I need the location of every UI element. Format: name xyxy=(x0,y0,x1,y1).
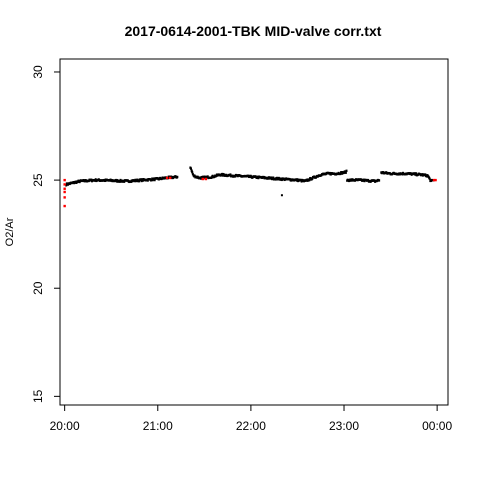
data-point xyxy=(300,178,303,182)
data-point xyxy=(339,172,342,176)
data-point xyxy=(378,179,381,182)
data-point xyxy=(280,178,283,182)
y-tick-label: 30 xyxy=(31,65,45,79)
chart-title: 2017-0614-2001-TBK MID-valve corr.txt xyxy=(125,23,382,39)
data-point xyxy=(309,176,312,180)
y-axis: 15 20 25 30 xyxy=(31,65,60,403)
data-point xyxy=(140,179,143,183)
flagged-point xyxy=(63,183,66,186)
data-point xyxy=(75,181,78,184)
data-point xyxy=(300,180,303,183)
data-point xyxy=(94,178,97,181)
data-point xyxy=(190,170,193,173)
data-point xyxy=(119,178,122,182)
data-point xyxy=(229,173,232,176)
data-point xyxy=(344,171,347,174)
flagged-point xyxy=(63,196,66,199)
flagged-point xyxy=(168,176,172,180)
data-point xyxy=(153,177,156,180)
data-point xyxy=(277,178,280,181)
y-tick-label: 15 xyxy=(31,389,45,403)
data-point xyxy=(311,177,314,180)
flagged-point xyxy=(434,178,437,182)
flagged-point xyxy=(432,178,436,182)
x-tick-label: 20:00 xyxy=(50,419,80,433)
data-point xyxy=(341,172,344,175)
data-point xyxy=(256,175,259,179)
x-tick-label: 00:00 xyxy=(422,419,452,433)
flagged-point xyxy=(63,190,66,194)
data-point xyxy=(413,172,416,175)
series-black xyxy=(65,166,435,197)
data-point xyxy=(424,173,427,176)
data-point xyxy=(428,177,431,180)
data-point xyxy=(272,176,275,179)
data-point xyxy=(146,179,149,182)
data-point xyxy=(270,176,273,179)
flagged-point xyxy=(63,178,66,182)
data-point xyxy=(151,177,154,180)
y-axis-label: O2/Ar xyxy=(4,217,16,246)
data-point xyxy=(362,178,365,181)
data-point xyxy=(308,178,311,182)
data-point xyxy=(257,176,260,180)
data-point xyxy=(94,179,97,182)
data-point xyxy=(193,174,196,177)
data-point xyxy=(206,175,209,178)
series-red xyxy=(63,176,437,208)
data-point xyxy=(203,175,206,178)
flagged-point xyxy=(165,176,169,180)
data-point xyxy=(189,167,192,170)
data-point xyxy=(275,176,278,180)
x-tick-label: 22:00 xyxy=(236,419,266,433)
data-point xyxy=(118,180,121,183)
data-point xyxy=(150,178,153,182)
data-point xyxy=(176,175,179,179)
data-point xyxy=(115,178,118,182)
flagged-point xyxy=(204,177,208,181)
data-point xyxy=(140,178,143,181)
flagged-point xyxy=(63,204,66,208)
data-point xyxy=(90,178,93,181)
data-point xyxy=(221,172,224,176)
flagged-point xyxy=(63,187,66,190)
data-point xyxy=(199,177,202,180)
data-point xyxy=(191,172,194,176)
x-axis: 20:00 21:00 22:00 23:00 00:00 xyxy=(50,405,452,433)
y-tick-label: 25 xyxy=(31,173,45,187)
flagged-point xyxy=(201,177,204,181)
data-point xyxy=(345,169,348,173)
data-point xyxy=(153,178,156,182)
data-point xyxy=(116,179,119,182)
x-tick-label: 21:00 xyxy=(143,419,173,433)
data-point xyxy=(138,179,141,183)
data-point xyxy=(141,179,144,182)
data-point xyxy=(296,178,299,181)
data-point xyxy=(136,178,139,181)
data-point xyxy=(123,180,126,183)
data-point xyxy=(221,174,224,177)
x-tick-label: 23:00 xyxy=(329,419,359,433)
data-point xyxy=(415,172,418,175)
data-point xyxy=(340,171,343,174)
data-point xyxy=(401,173,404,176)
data-point xyxy=(280,194,283,197)
data-point xyxy=(367,178,370,182)
data-point xyxy=(65,184,68,187)
plot-frame xyxy=(59,58,449,406)
y-tick-label: 20 xyxy=(31,281,45,295)
